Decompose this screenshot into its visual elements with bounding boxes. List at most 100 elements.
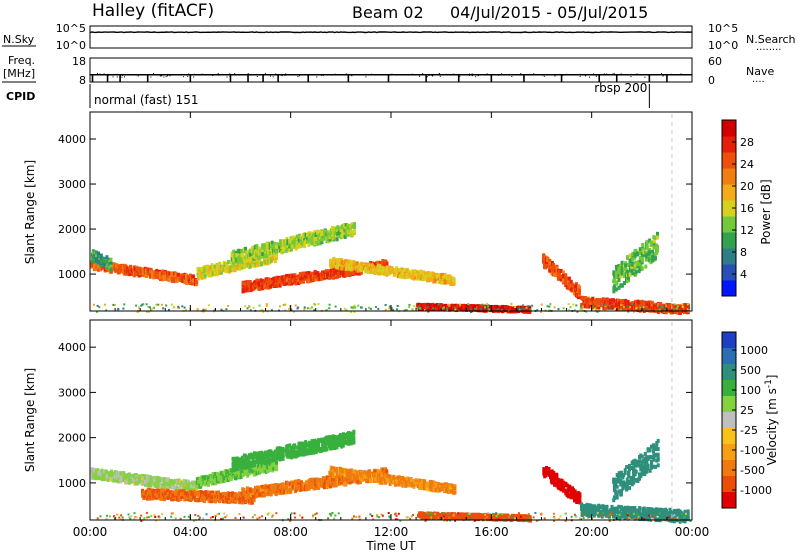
heatmap-cell: [202, 308, 205, 311]
heatmap-cell: [633, 255, 637, 260]
heatmap-cell: [628, 253, 632, 258]
heatmap-cell: [235, 266, 239, 270]
heatmap-cell: [274, 453, 278, 458]
freq-panel: Freq. [MHz] 18 8 60 0 Nave ····: [2, 54, 774, 88]
nave-point: [477, 75, 479, 77]
nave-point: [674, 74, 676, 76]
heatmap-cell: [109, 260, 113, 265]
nave-point: [297, 76, 299, 77]
heatmap-cell: [257, 251, 261, 256]
heatmap-cell: [193, 484, 197, 489]
nave-point: [213, 74, 215, 76]
nsky-panel: N.Sky 10^5 10^0 10^5 10^0 N.Search ·····…: [2, 22, 796, 56]
heatmap-cell: [340, 258, 344, 263]
heatmap-cell: [145, 271, 148, 276]
heatmap-cell: [138, 475, 142, 480]
heatmap-cell: [557, 269, 561, 274]
nave-point: [542, 74, 544, 76]
heatmap-cell: [220, 308, 223, 311]
heatmap-cell: [350, 306, 353, 309]
heatmap-cell: [112, 303, 115, 306]
heatmap-cell: [146, 478, 150, 483]
heatmap-cell: [615, 280, 619, 285]
heatmap-cell: [395, 267, 399, 272]
heatmap-cell: [613, 285, 617, 290]
heatmap-cell: [424, 276, 428, 281]
cpid-panel: CPID normal (fast) 151 rbsp 200: [6, 81, 650, 108]
heatmap-cell: [241, 254, 244, 258]
heatmap-cell: [248, 252, 252, 257]
heatmap-cell: [656, 245, 659, 249]
heatmap-cell: [626, 299, 630, 304]
heatmap-cell: [288, 280, 292, 285]
heatmap-cell: [314, 271, 318, 276]
heatmap-cell: [353, 304, 356, 307]
heatmap-cell: [233, 465, 237, 470]
heatmap-cell: [149, 476, 153, 480]
heatmap-cell: [119, 479, 123, 484]
heatmap-cell: [655, 251, 659, 256]
heatmap-cell: [559, 269, 563, 273]
heatmap-cell: [405, 309, 408, 312]
heatmap-cell: [355, 261, 359, 266]
heatmap-cell: [302, 279, 305, 284]
heatmap-cell: [231, 461, 235, 466]
heatmap-cell: [591, 296, 595, 301]
heatmap-cell: [240, 460, 244, 465]
heatmap-cell: [636, 308, 640, 313]
cpid-segment-normal: normal (fast) 151: [94, 93, 198, 107]
heatmap-cell: [138, 266, 142, 271]
heatmap-cell: [227, 305, 229, 307]
heatmap-cell: [316, 273, 320, 278]
heatmap-cell: [612, 289, 616, 294]
heatmap-cell: [181, 279, 185, 284]
heatmap-cell: [115, 475, 119, 480]
heatmap-cell: [273, 259, 277, 264]
heatmap-cell: [638, 247, 642, 252]
heatmap-cell: [336, 262, 340, 267]
heatmap-cell: [275, 254, 278, 259]
nave-point: [593, 73, 595, 75]
heatmap-cell: [248, 463, 251, 467]
heatmap-cell: [256, 460, 260, 464]
heatmap-cell: [297, 281, 301, 286]
heatmap-cell: [270, 244, 274, 249]
heatmap-cell: [493, 306, 497, 311]
heatmap-cell: [253, 459, 257, 464]
heatmap-cell: [201, 475, 205, 480]
heatmap-cell: [233, 461, 237, 466]
heatmap-cell: [445, 305, 449, 310]
heatmap-cell: [604, 303, 607, 306]
nave-point: [275, 73, 277, 75]
heatmap-cell: [569, 306, 572, 309]
nave-point: [472, 74, 474, 76]
heatmap-cell: [317, 230, 321, 235]
heatmap-cell: [104, 469, 108, 474]
nave-point: [611, 74, 613, 76]
heatmap-cell: [474, 307, 476, 310]
heatmap-cell: [145, 475, 149, 480]
heatmap-cell: [620, 283, 624, 288]
nave-point: [321, 74, 322, 76]
heatmap-cell: [631, 251, 635, 256]
heatmap-cell: [295, 234, 299, 239]
heatmap-cell: [284, 309, 287, 312]
heatmap-cell: [390, 307, 393, 310]
heatmap-cell: [378, 271, 382, 276]
heatmap-cell: [103, 469, 106, 474]
heatmap-cell: [122, 471, 126, 476]
heatmap-cell: [636, 252, 640, 257]
nave-point: [226, 76, 228, 78]
heatmap-cell: [587, 302, 591, 307]
heatmap-cell: [248, 306, 250, 308]
heatmap-cell: [137, 479, 141, 484]
heatmap-cell: [332, 260, 336, 265]
heatmap-cell: [93, 473, 97, 478]
heatmap-cell: [149, 483, 153, 488]
heatmap-cell: [303, 244, 307, 249]
heatmap-cell: [649, 243, 653, 248]
heatmap-cell: [353, 224, 356, 228]
heatmap-cell: [160, 271, 164, 276]
y-tick-label: 4000: [58, 133, 86, 146]
